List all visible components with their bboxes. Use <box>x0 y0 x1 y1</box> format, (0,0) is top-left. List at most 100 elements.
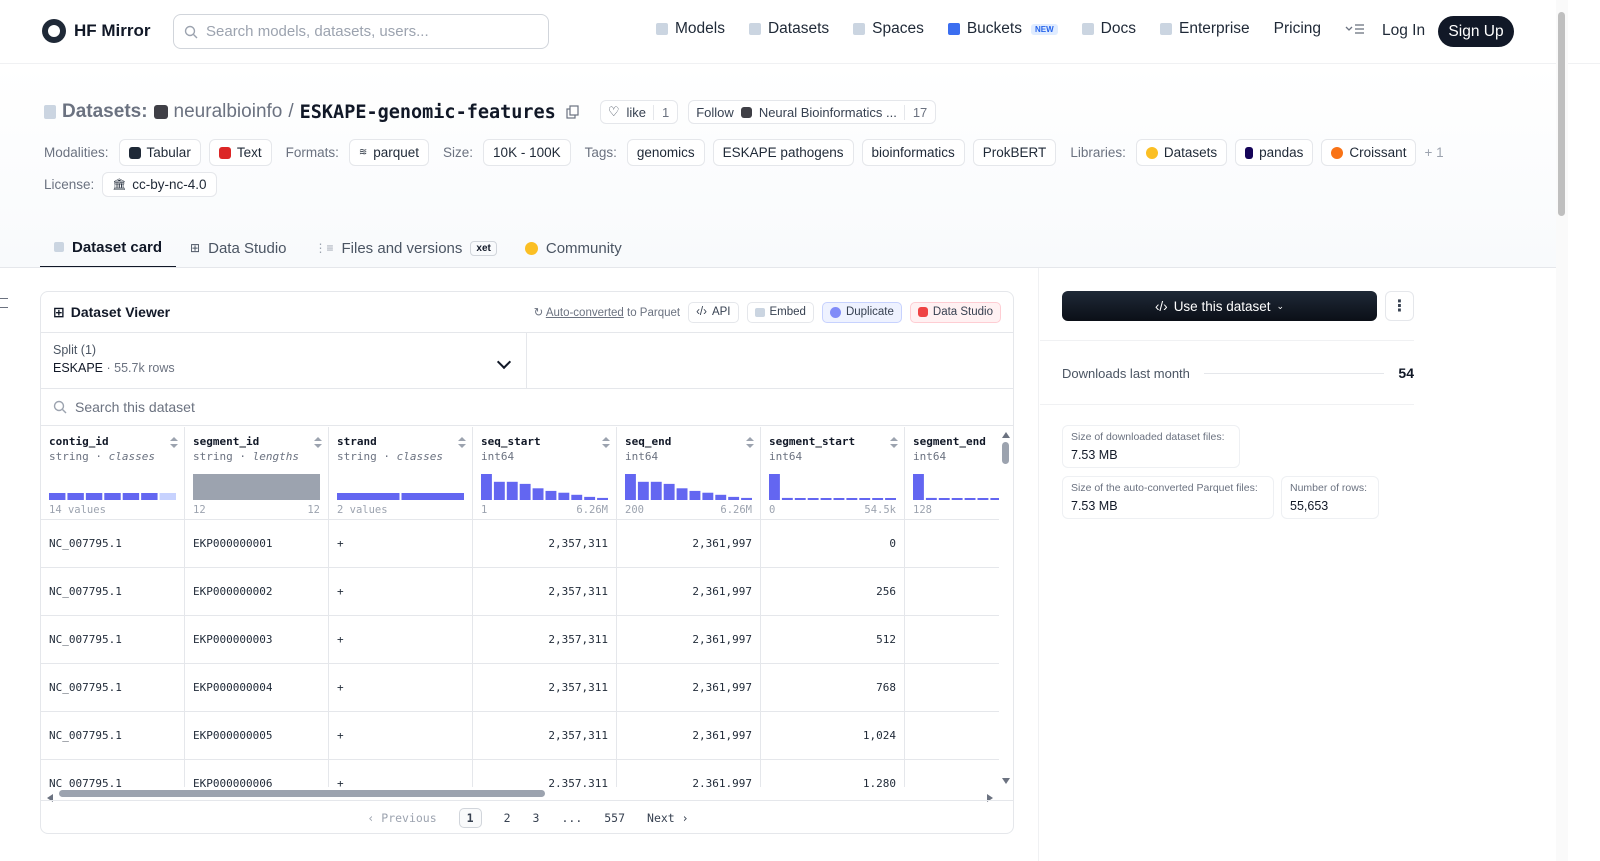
table-cell[interactable]: EKP000000004 <box>185 664 328 712</box>
nav-models[interactable]: Models <box>656 20 725 38</box>
table-cell[interactable] <box>905 712 999 760</box>
nav-enterprise[interactable]: Enterprise <box>1159 20 1250 38</box>
page-scrollbar[interactable] <box>1556 0 1568 861</box>
modality-tabular[interactable]: Tabular <box>118 139 201 166</box>
sort-icon[interactable] <box>602 437 610 449</box>
column-header[interactable]: seq_start int64 1 6.26M <box>473 427 616 520</box>
table-cell[interactable] <box>905 760 999 787</box>
size-tag[interactable]: 10K - 100K <box>483 139 571 166</box>
table-cell[interactable]: 2,361,997 <box>617 712 760 760</box>
table-cell[interactable]: NC_007795.1 <box>41 760 184 787</box>
table-cell[interactable]: 2,357,311 <box>473 616 616 664</box>
tag-eskape[interactable]: ESKAPE pathogens <box>712 139 854 166</box>
tab-community[interactable]: Community <box>511 228 636 268</box>
format-parquet[interactable]: ≋ parquet <box>348 139 430 166</box>
nav-buckets[interactable]: Buckets NEW <box>947 20 1058 38</box>
table-cell[interactable]: + <box>329 568 472 616</box>
column-header[interactable]: segment_end int64 128 <box>905 427 999 520</box>
table-cell[interactable] <box>905 520 999 568</box>
table-cell[interactable]: EKP000000001 <box>185 520 328 568</box>
table-cell[interactable]: 2,361,997 <box>617 520 760 568</box>
use-dataset-button[interactable]: ‹/› Use this dataset ⌄ <box>1062 291 1377 321</box>
column-histogram[interactable] <box>49 474 176 500</box>
tag-bioinformatics[interactable]: bioinformatics <box>861 139 965 166</box>
sort-icon[interactable] <box>314 437 322 449</box>
page-3[interactable]: 3 <box>532 810 540 825</box>
copy-icon[interactable] <box>566 105 580 119</box>
sort-icon[interactable] <box>746 437 754 449</box>
sort-icon[interactable] <box>890 437 898 449</box>
table-cell[interactable]: EKP000000002 <box>185 568 328 616</box>
nav-datasets[interactable]: Datasets <box>748 20 829 38</box>
sidebar-toggle-icon[interactable] <box>0 298 8 308</box>
signup-button[interactable]: Sign Up <box>1438 16 1514 47</box>
next-page-button[interactable]: Next › <box>647 810 689 825</box>
page-1[interactable]: 1 <box>458 807 482 828</box>
nav-pricing[interactable]: Pricing <box>1273 20 1322 37</box>
library-pandas[interactable]: pandas <box>1235 139 1314 166</box>
sort-icon[interactable] <box>458 437 466 449</box>
table-vertical-scrollbar[interactable] <box>1001 432 1011 784</box>
login-link[interactable]: Log In <box>1382 22 1426 39</box>
api-button[interactable]: ‹/› API <box>688 301 739 323</box>
table-cell[interactable]: 0 <box>761 520 904 568</box>
table-cell[interactable]: 2,357,311 <box>473 664 616 712</box>
table-cell[interactable]: EKP000000003 <box>185 616 328 664</box>
table-cell[interactable]: 2,361,997 <box>617 616 760 664</box>
split-selector[interactable]: Split (1) ESKAPE · 55.7k rows <box>41 333 527 389</box>
table-cell[interactable]: EKP000000005 <box>185 712 328 760</box>
table-cell[interactable] <box>905 616 999 664</box>
library-croissant[interactable]: Croissant <box>1321 139 1417 166</box>
table-cell[interactable]: 768 <box>761 664 904 712</box>
global-search[interactable] <box>173 14 549 49</box>
follow-button[interactable]: Follow Neural Bioinformatics ... 17 <box>688 100 937 124</box>
auto-converted-link[interactable]: Auto-converted <box>545 307 624 319</box>
page-2[interactable]: 2 <box>503 810 511 825</box>
table-cell[interactable]: + <box>329 664 472 712</box>
nav-docs[interactable]: Docs <box>1081 20 1136 38</box>
tag-genomics[interactable]: genomics <box>626 139 705 166</box>
table-cell[interactable]: NC_007795.1 <box>41 568 184 616</box>
page-scroll-thumb[interactable] <box>1558 12 1565 216</box>
data-studio-button[interactable]: Data Studio <box>909 301 1001 323</box>
tab-dataset-card[interactable]: Dataset card <box>40 228 177 268</box>
column-histogram[interactable] <box>769 474 896 500</box>
like-button[interactable]: ♡ like 1 <box>599 100 679 124</box>
table-cell[interactable]: 2,357,311 <box>473 568 616 616</box>
table-cell[interactable]: 2,361,997 <box>617 664 760 712</box>
table-cell[interactable]: 2,357,311 <box>473 712 616 760</box>
brand-logo[interactable]: HF Mirror <box>42 19 151 43</box>
table-cell[interactable]: + <box>329 760 472 787</box>
embed-button[interactable]: Embed <box>746 301 814 323</box>
modality-text[interactable]: Text <box>208 139 272 166</box>
tab-data-studio[interactable]: ⊞ Data Studio <box>190 239 287 257</box>
table-cell[interactable]: 2,361,997 <box>617 568 760 616</box>
column-histogram[interactable] <box>913 474 999 500</box>
table-cell[interactable]: + <box>329 520 472 568</box>
table-cell[interactable] <box>905 664 999 712</box>
prev-page-button[interactable]: ‹ Previous <box>367 810 437 825</box>
license-tag[interactable]: 🏛 cc-by-nc-4.0 <box>102 172 217 197</box>
tab-files-versions[interactable]: ⋮≡ Files and versions xet <box>301 228 511 268</box>
table-cell[interactable]: 2,357,311 <box>473 520 616 568</box>
table-cell[interactable]: 256 <box>761 568 904 616</box>
dataset-search-input[interactable] <box>75 399 475 415</box>
nav-more-menu[interactable] <box>1345 23 1365 35</box>
auto-converted-note[interactable]: ↻ Auto-converted to Parquet <box>534 305 680 319</box>
column-header[interactable]: contig_id string · classes 14 values <box>41 427 184 520</box>
nav-spaces[interactable]: Spaces <box>853 20 924 38</box>
column-header[interactable]: segment_id string · lengths 12 12 <box>185 427 328 520</box>
table-cell[interactable]: + <box>329 616 472 664</box>
table-cell[interactable]: NC_007795.1 <box>41 712 184 760</box>
tag-prokbert[interactable]: ProkBERT <box>972 139 1057 166</box>
sort-icon[interactable] <box>170 437 178 449</box>
table-cell[interactable]: NC_007795.1 <box>41 520 184 568</box>
table-cell[interactable]: 1,280 <box>761 760 904 787</box>
column-histogram[interactable] <box>625 474 752 500</box>
dataset-name[interactable]: ESKAPE-genomic-features <box>299 101 556 123</box>
library-datasets[interactable]: Datasets <box>1135 139 1228 166</box>
column-header[interactable]: strand string · classes 2 values <box>329 427 472 520</box>
page-last[interactable]: 557 <box>604 810 626 825</box>
column-header[interactable]: seq_end int64 200 6.26M <box>617 427 760 520</box>
table-cell[interactable]: 2,357,311 <box>473 760 616 787</box>
